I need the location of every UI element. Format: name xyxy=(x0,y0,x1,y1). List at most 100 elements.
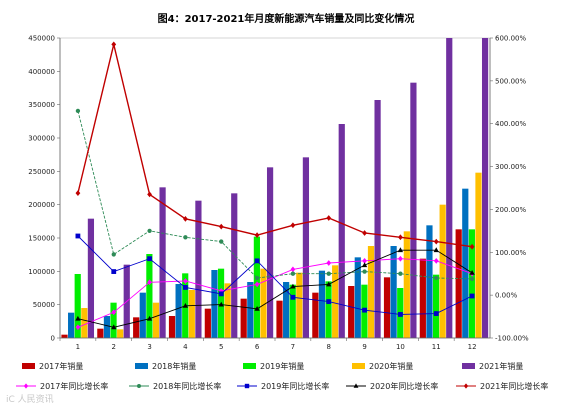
bar-2021年销量-9 xyxy=(374,100,381,338)
bar-2021年销量-10 xyxy=(410,82,417,338)
point-2020年同比增长率-7 xyxy=(290,283,296,289)
y2-tick-label: 200.00% xyxy=(495,206,526,214)
bar-2017年销量-12 xyxy=(455,229,462,338)
line-2021年同比增长率 xyxy=(77,44,473,248)
point-2019年同比增长率-11 xyxy=(433,311,439,316)
bar-2018年销量-5 xyxy=(211,270,218,338)
point-2018年同比增长率-1 xyxy=(75,108,81,114)
legend-label-2018年同比增长率: 2018年同比增长率 xyxy=(153,381,221,391)
bar-2017年销量-8 xyxy=(312,292,319,338)
point-2017年同比增长率-9 xyxy=(362,257,367,264)
y-tick-label: 50000 xyxy=(33,301,55,309)
point-2020年同比增长率-1 xyxy=(75,315,81,321)
point-2019年同比增长率-10 xyxy=(398,312,403,317)
point-2018年同比增长率-12 xyxy=(469,276,475,282)
bar-2017年销量-5 xyxy=(204,308,211,338)
point-2019年同比增长率-8 xyxy=(326,299,332,304)
line-2018年同比增长率 xyxy=(77,110,473,280)
bar-2019年销量-3 xyxy=(146,254,153,338)
point-2019年同比增长率-2 xyxy=(111,269,117,274)
point-2019年同比增长率-9 xyxy=(362,307,367,313)
bar-2019年销量-7 xyxy=(289,284,296,338)
legend-swatch-2019年销量 xyxy=(243,363,256,369)
point-2021年同比增长率-8 xyxy=(326,215,332,221)
bar-2017年销量-3 xyxy=(133,317,140,338)
bar-2021年销量-12 xyxy=(481,38,489,338)
bar-2018年销量-8 xyxy=(318,270,326,338)
legend-label-2020年销量: 2020年销量 xyxy=(369,361,413,371)
point-2018年同比增长率-8 xyxy=(326,271,331,276)
bar-2018年销量-4 xyxy=(175,284,182,338)
point-2018年同比增长率-3 xyxy=(147,228,152,234)
point-2021年同比增长率-3 xyxy=(147,191,152,198)
bar-2020年销量-4 xyxy=(188,290,195,338)
legend-label-2018年销量: 2018年销量 xyxy=(152,361,196,371)
bar-2018年销量-1 xyxy=(68,312,75,338)
point-2018年同比增长率-6 xyxy=(254,275,260,281)
y-tick-label: 400000 xyxy=(28,68,55,76)
y2-tick-label: 500.00% xyxy=(495,77,526,85)
bar-2020年销量-1 xyxy=(81,308,88,338)
y-tick-label: 300000 xyxy=(28,135,55,143)
point-2021年同比增长率-2 xyxy=(111,41,117,48)
bar-2018年销量-6 xyxy=(247,282,254,338)
x-tick-label: 5 xyxy=(219,343,223,351)
bar-2018年销量-12 xyxy=(462,188,469,338)
point-2017年同比增长率-3 xyxy=(147,279,152,286)
bar-2020年销量-2 xyxy=(117,329,124,338)
point-2020年同比增长率-4 xyxy=(182,302,189,308)
point-2020年同比增长率-9 xyxy=(361,262,368,268)
x-tick-label: 7 xyxy=(291,343,295,351)
bar-2020年销量-10 xyxy=(403,231,410,338)
axes: 0500001000001500002000002500003000003500… xyxy=(28,35,529,352)
legend: 2017年销量 2018年销量 2019年销量 2020年销量 2021年销量 2017年… xyxy=(16,361,548,391)
point-2019年同比增长率-4 xyxy=(183,285,188,290)
point-2020年同比增长率-6 xyxy=(254,305,260,311)
legend-marker-2021年同比增长率 xyxy=(463,383,469,389)
point-2018年同比增长率-4 xyxy=(183,235,188,240)
y2-tick-label: 300.00% xyxy=(495,163,526,171)
point-2019年同比增长率-1 xyxy=(75,233,81,239)
legend-swatch-2018年销量 xyxy=(135,363,148,369)
point-2019年同比增长率-12 xyxy=(469,293,475,299)
point-2020年同比增长率-11 xyxy=(433,247,439,253)
bar-2020年销量-9 xyxy=(367,246,375,338)
legend-swatch-2020年销量 xyxy=(352,363,365,369)
point-2021年同比增长率-5 xyxy=(218,223,224,230)
watermark: iC 人民资讯 xyxy=(6,394,54,405)
legend-marker-2019年同比增长率 xyxy=(244,383,250,389)
legend-label-2019年销量: 2019年销量 xyxy=(260,361,304,371)
x-tick-label: 10 xyxy=(396,343,405,351)
y2-tick-label: 400.00% xyxy=(495,120,526,128)
lines xyxy=(75,41,475,331)
bar-2019年销量-2 xyxy=(110,302,117,338)
y-tick-label: 0 xyxy=(51,335,55,343)
x-tick-label: 6 xyxy=(255,343,260,351)
x-tick-label: 2 xyxy=(112,343,116,351)
bar-2019年销量-1 xyxy=(74,274,81,338)
y-tick-label: 100000 xyxy=(28,268,55,276)
y2-tick-label: 100.00% xyxy=(495,249,526,257)
point-2018年同比增长率-10 xyxy=(398,271,403,276)
bars xyxy=(61,38,489,338)
bar-2021年销量-1 xyxy=(87,218,95,338)
point-2020年同比增长率-2 xyxy=(111,324,117,330)
legend-swatch-2017年销量 xyxy=(22,363,35,369)
bar-2020年销量-5 xyxy=(224,283,231,338)
bar-2019年销量-12 xyxy=(468,229,475,338)
x-tick-label: 3 xyxy=(147,343,151,351)
legend-marker-2020年同比增长率 xyxy=(353,383,359,388)
point-2021年同比增长率-1 xyxy=(75,190,81,197)
point-2018年同比增长率-5 xyxy=(219,239,224,244)
point-2020年同比增长率-3 xyxy=(146,315,153,321)
legend-label-2019年同比增长率: 2019年同比增长率 xyxy=(261,381,329,391)
line-2020年同比增长率 xyxy=(77,249,473,328)
point-2021年同比增长率-11 xyxy=(433,238,439,245)
bar-2021年销量-11 xyxy=(446,38,453,338)
bar-2018年销量-3 xyxy=(139,292,146,338)
legend-marker-2017年同比增长率 xyxy=(23,383,29,389)
point-2017年同比增长率-8 xyxy=(326,260,332,266)
y-tick-label: 250000 xyxy=(28,168,55,176)
